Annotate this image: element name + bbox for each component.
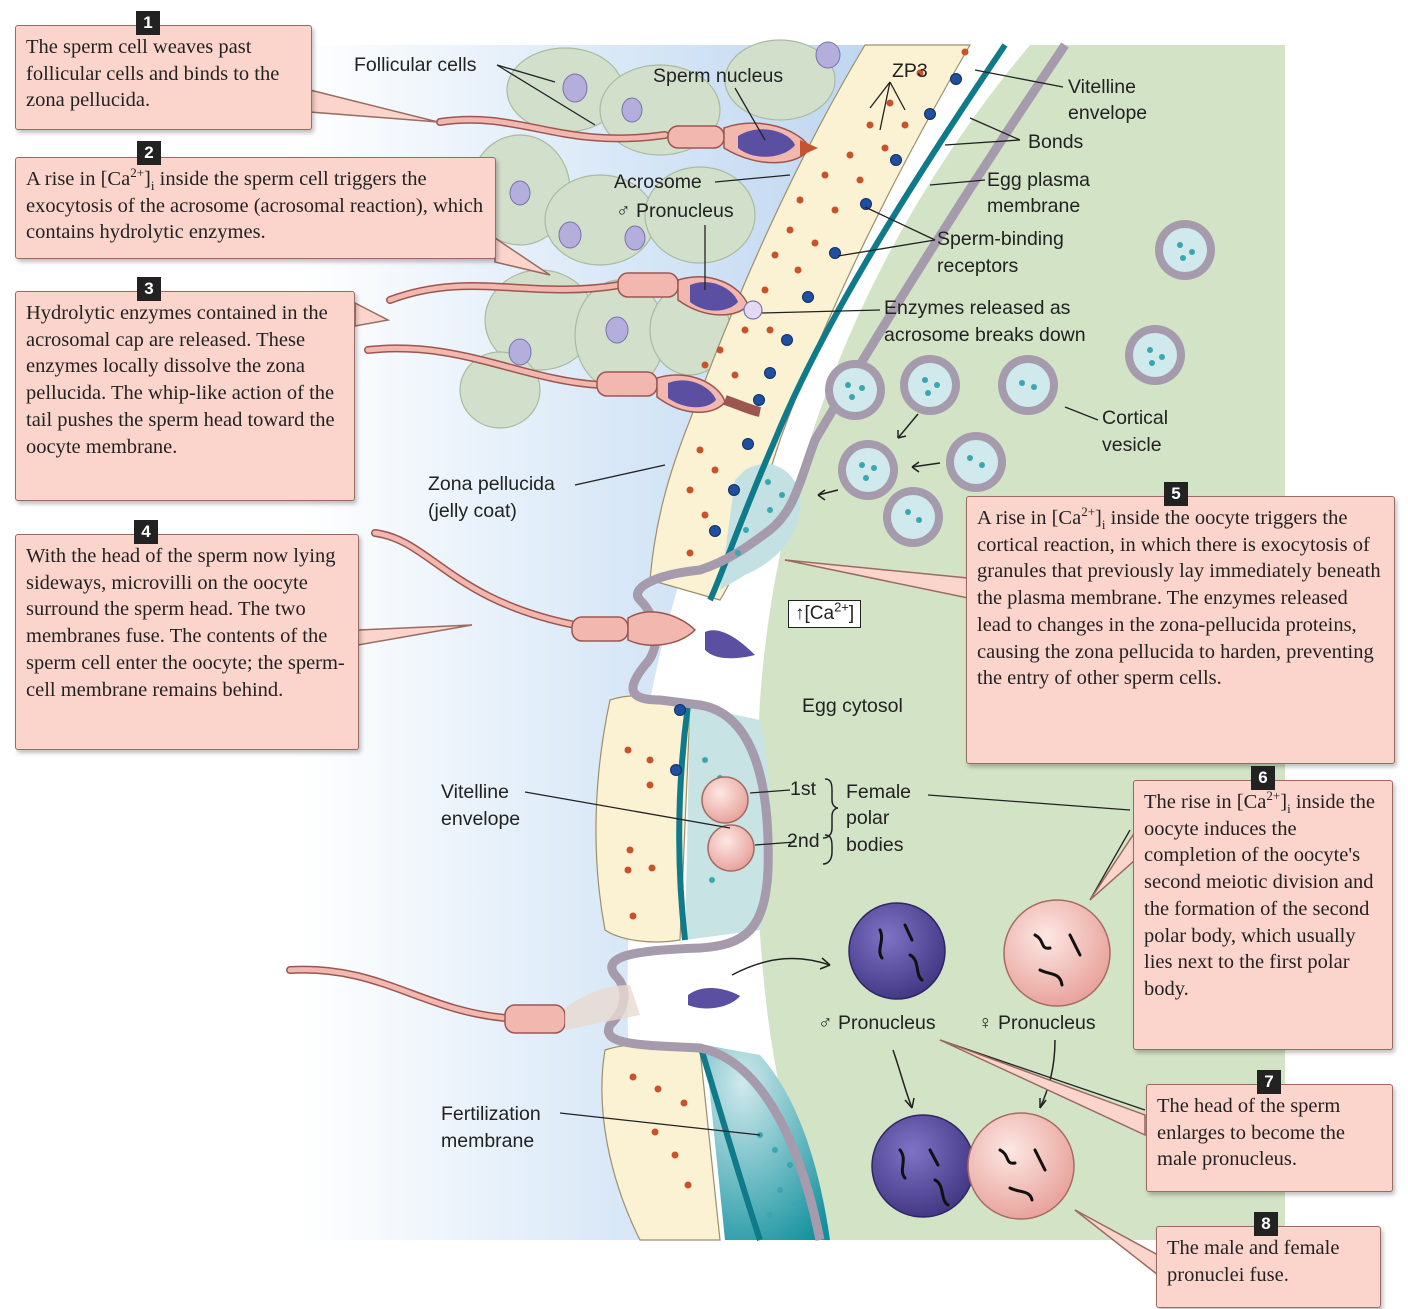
fertilization-membrane-region: [705, 1045, 830, 1240]
vitelline-envelope-line-mid: [676, 704, 691, 941]
zona-pellucida-top: [649, 44, 972, 601]
step-2-sub: i: [150, 178, 155, 194]
label-acrosome: Acrosome: [614, 171, 702, 193]
label-vitelline-envelope-top-a: Vitelline: [1068, 76, 1136, 98]
calcium-rise-close: ]: [848, 603, 855, 624]
pronuclei: [848, 899, 1111, 1220]
step-8-text: The male and female pronuclei fuse.: [1167, 1237, 1340, 1286]
step-1-text: The sperm cell weaves past follicular ce…: [26, 36, 280, 112]
step-4-text: With the head of the sperm now lying sid…: [26, 545, 345, 701]
step-5-text-pre: A rise in [Ca: [977, 507, 1082, 529]
sperm-cells: [286, 115, 818, 1034]
step-2-sup: 2+: [130, 165, 145, 181]
label-vitelline-envelope-mid-a: Vitelline: [441, 781, 509, 803]
step-2-text-mid: ]: [144, 168, 151, 190]
label-fertilization-membrane-b: membrane: [441, 1130, 535, 1152]
label-bonds: Bonds: [1028, 131, 1084, 153]
label-vitelline-envelope-top-b: envelope: [1068, 102, 1148, 124]
step-5-callout: A rise in [Ca2+]i inside the oocyte trig…: [966, 496, 1395, 764]
step-7-badge: 7: [1257, 1070, 1281, 1094]
step-7-callout: The head of the sperm enlarges to become…: [1146, 1084, 1393, 1192]
step-8-callout: The male and female pronuclei fuse.: [1156, 1226, 1381, 1308]
label-fertilization-membrane-a: Fertilization: [441, 1103, 541, 1125]
step-6-sub: i: [1287, 801, 1291, 817]
label-egg-plasma-membrane-a: Egg plasma: [987, 169, 1090, 191]
step-1-badge: 1: [136, 11, 160, 35]
step-5-text-mid: ]: [1095, 507, 1102, 529]
label-zona-pellucida-a: Zona pellucida: [428, 473, 555, 495]
label-follicular-cells: Follicular cells: [354, 54, 477, 76]
step-2-text-pre: A rise in [Ca: [26, 168, 131, 190]
step-3-text: Hydrolytic enzymes contained in the acro…: [26, 302, 335, 458]
label-second-polar-body: 2nd: [787, 830, 820, 852]
egg-plasma-membrane-line: [604, 42, 1069, 1241]
label-vitelline-envelope-mid-b: envelope: [441, 808, 521, 830]
leader-lines: [496, 64, 1156, 1271]
step-6-text-pre: The rise in [Ca: [1144, 791, 1267, 813]
step-6-callout: The rise in [Ca2+]i inside the oocyte in…: [1133, 780, 1393, 1050]
zp3-dots: [624, 48, 969, 1189]
label-female-pronucleus: ♀ Pronucleus: [978, 1012, 1096, 1034]
calcium-rise-marker: ↑[Ca2+]: [788, 599, 862, 628]
step-2-text-post: inside the sperm cell triggers the exocy…: [26, 168, 484, 244]
label-female-polar-b: polar: [846, 807, 890, 829]
label-zp3: ZP3: [892, 60, 928, 82]
label-sperm-binding-b: receptors: [937, 255, 1019, 277]
label-enzymes-a: Enzymes released as: [884, 297, 1071, 319]
step-2-callout: A rise in [Ca2+]i inside the sperm cell …: [15, 157, 496, 259]
vesicle-contents: [845, 242, 1195, 523]
step-2-badge: 2: [137, 141, 161, 165]
step-5-badge: 5: [1164, 482, 1188, 506]
label-zona-pellucida-b: (jelly coat): [428, 500, 517, 522]
step-6-badge: 6: [1251, 766, 1275, 790]
step-4-badge: 4: [134, 520, 158, 544]
label-male-pronucleus-top: ♂ Pronucleus: [616, 200, 734, 222]
step-8-badge: 8: [1254, 1212, 1278, 1236]
label-egg-cytosol: Egg cytosol: [802, 695, 903, 717]
label-cortical-vesicle-b: vesicle: [1102, 434, 1162, 456]
cortical-vesicles: [825, 220, 1215, 547]
follicular-nuclei: [508, 41, 841, 366]
step-7-text: The head of the sperm enlarges to become…: [1157, 1095, 1346, 1171]
step-5-text-post: inside the oocyte triggers the cortical …: [977, 507, 1381, 690]
calcium-rise-text: ↑[Ca: [795, 603, 835, 624]
step-5-sub: i: [1101, 517, 1106, 533]
step-5-sup: 2+: [1081, 504, 1096, 520]
label-female-polar-c: bodies: [846, 834, 904, 856]
step-6-sup: 2+: [1266, 788, 1281, 804]
label-male-pronucleus: ♂ Pronucleus: [818, 1012, 936, 1034]
calcium-rise-sup: 2+: [834, 599, 849, 615]
label-female-polar-a: Female: [846, 781, 912, 803]
sperm-binding-receptors: [670, 73, 962, 776]
step-6-text-post: inside the oocyte induces the completion…: [1144, 791, 1375, 1000]
step-1-callout: The sperm cell weaves past follicular ce…: [15, 25, 312, 130]
label-sperm-binding-a: Sperm-binding: [937, 228, 1064, 250]
label-cortical-vesicle-a: Cortical: [1102, 407, 1169, 429]
step-6-text-mid: ]: [1280, 791, 1288, 813]
label-egg-plasma-membrane-b: membrane: [987, 195, 1081, 217]
vitelline-envelope-line-bottom: [697, 1044, 763, 1241]
callout-pointers: [309, 89, 1159, 1277]
polar-bodies: [701, 776, 755, 872]
step-3-callout: Hydrolytic enzymes contained in the acro…: [15, 291, 355, 501]
step-3-badge: 3: [137, 277, 161, 301]
label-sperm-nucleus: Sperm nucleus: [653, 65, 784, 87]
label-enzymes-b: acrosome breaks down: [884, 324, 1086, 346]
step-4-callout: With the head of the sperm now lying sid…: [15, 534, 359, 750]
arrows: [731, 413, 1056, 1109]
label-first-polar-body: 1st: [790, 778, 817, 800]
